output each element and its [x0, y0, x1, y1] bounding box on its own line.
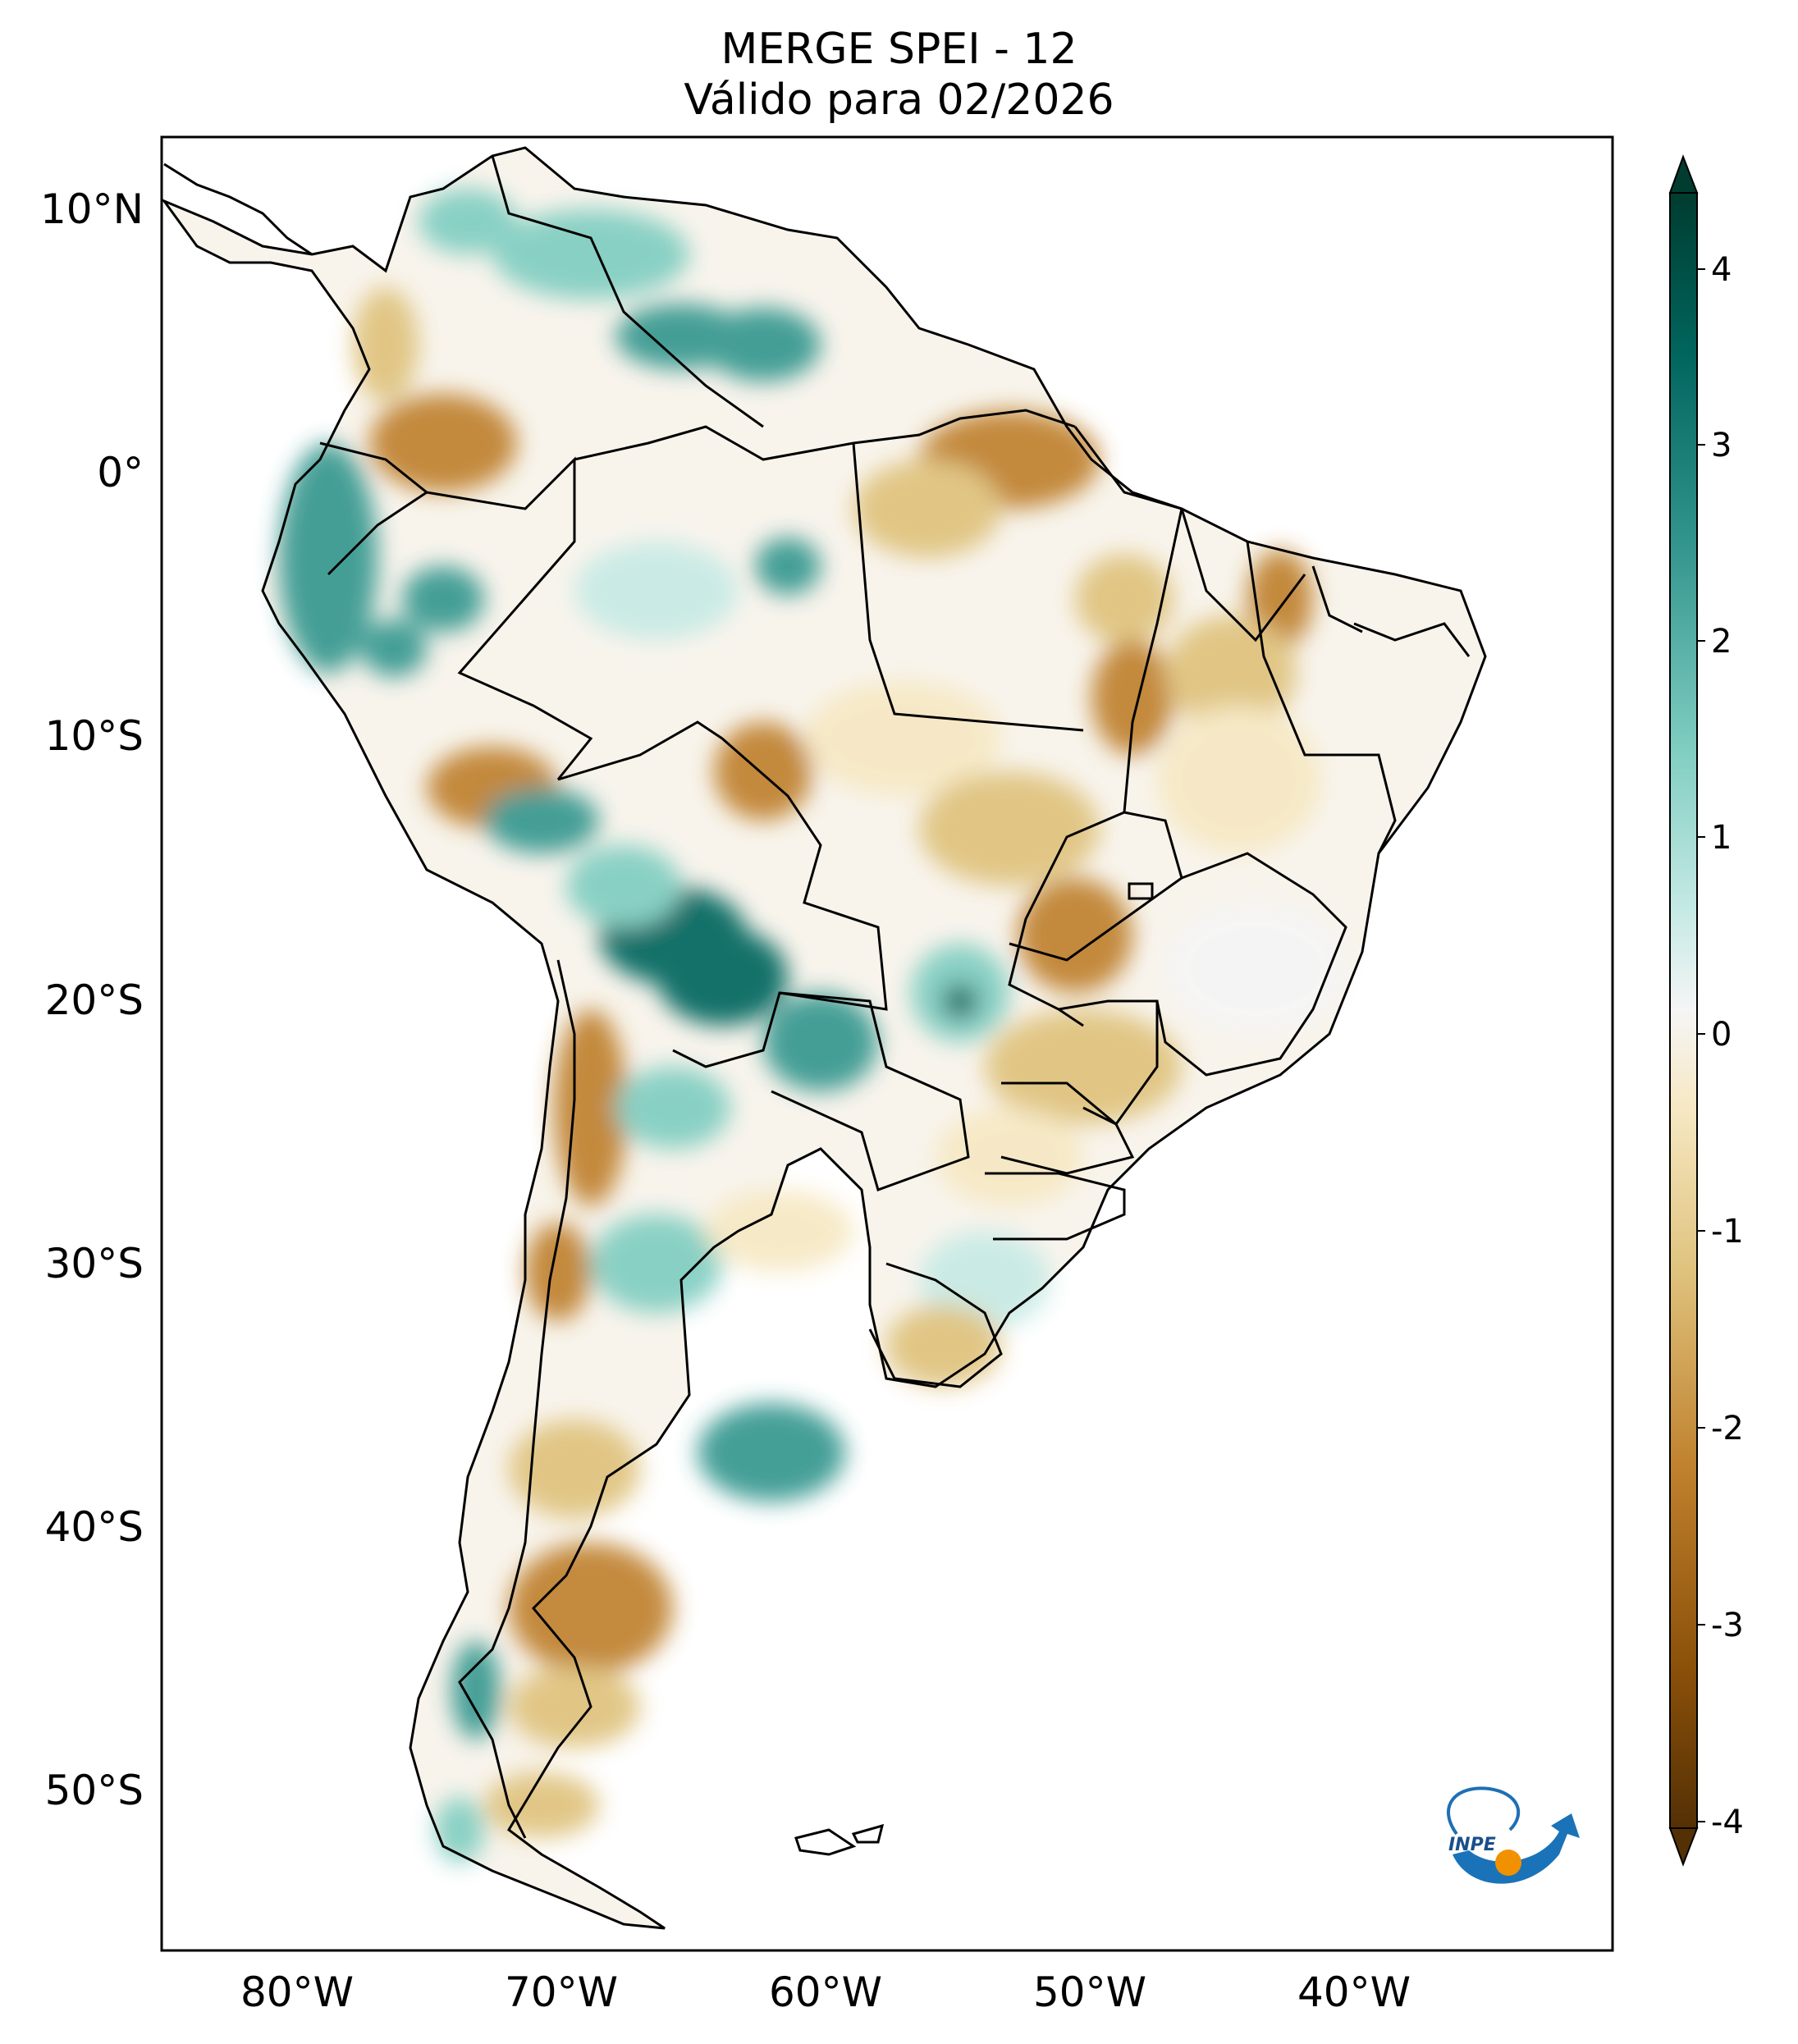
colorbar-tick-label: 0: [1711, 1016, 1732, 1054]
inpe-logo-text: INPE: [1448, 1835, 1496, 1855]
lat-tick-label: 40°S: [45, 1503, 144, 1551]
lat-tick-label: 30°S: [45, 1240, 144, 1287]
lat-tick-label: 10°N: [40, 185, 144, 233]
map-frame: [160, 135, 1614, 1952]
lat-tick-label: 10°S: [45, 712, 144, 760]
lon-tick-label: 50°W: [1033, 1969, 1146, 2016]
colorbar-top-extend: [1668, 154, 1699, 194]
colorbar: 4 3 2 1 0 -1 -2 -3 -4: [1668, 154, 1744, 1867]
colorbar-tick-label: -2: [1711, 1410, 1744, 1447]
lon-tick-label: 70°W: [505, 1969, 618, 2016]
inpe-logo: INPE: [1447, 1786, 1580, 1884]
colorbar-bottom-extend: [1668, 1827, 1699, 1867]
map-area: [162, 146, 1487, 1930]
colorbar-tick-label: -4: [1711, 1804, 1744, 1841]
colorbar-tick-label: 1: [1711, 819, 1732, 857]
lon-tick-label: 40°W: [1297, 1969, 1411, 2016]
colorbar-tick-label: 4: [1711, 251, 1732, 289]
colorbar-scale: [1669, 192, 1698, 1829]
lon-tick-label: 60°W: [769, 1969, 882, 2016]
colorbar-tick-label: -1: [1711, 1213, 1744, 1251]
lon-tick-label: 80°W: [240, 1969, 354, 2016]
lat-tick-label: 20°S: [45, 976, 144, 1024]
borders: [162, 146, 1487, 1930]
lat-tick-label: 0°: [97, 449, 144, 496]
colorbar-tick-label: -3: [1711, 1607, 1744, 1644]
map-title: MERGE SPEI - 12: [721, 25, 1077, 74]
spei-field: [279, 189, 1346, 1863]
lon-tick-labels: 80°W 70°W 60°W 50°W 40°W: [240, 1969, 1411, 2016]
lat-tick-label: 50°S: [45, 1767, 144, 1814]
lat-tick-labels: 10°N 0° 10°S 20°S 30°S 40°S 50°S: [40, 185, 144, 1814]
colorbar-tick-label: 3: [1711, 427, 1732, 464]
map-subtitle: Válido para 02/2026: [684, 75, 1114, 125]
colorbar-tick-label: 2: [1711, 623, 1732, 661]
